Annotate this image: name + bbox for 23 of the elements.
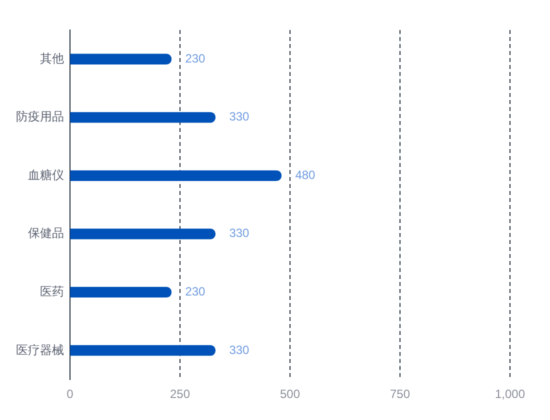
bar bbox=[70, 112, 216, 123]
y-tick-label: 血糖仪 bbox=[28, 168, 64, 182]
y-tick-label: 防疫用品 bbox=[16, 110, 64, 124]
data-label: 330 bbox=[229, 342, 250, 357]
x-tick-label: 1,000 bbox=[494, 387, 526, 402]
x-tick-label: 250 bbox=[170, 387, 190, 402]
bar bbox=[70, 228, 216, 240]
bar bbox=[70, 170, 282, 181]
data-label: 230 bbox=[185, 51, 206, 66]
bar bbox=[70, 345, 216, 356]
data-label: 480 bbox=[295, 168, 316, 182]
y-tick-label: 保健品 bbox=[28, 226, 64, 240]
y-tick-label: 其他 bbox=[40, 51, 64, 66]
y-tick-label: 医药 bbox=[40, 284, 64, 299]
bar bbox=[70, 286, 172, 298]
data-label: 330 bbox=[229, 226, 250, 240]
y-tick-label: 医疗器械 bbox=[16, 342, 64, 357]
data-label: 330 bbox=[229, 110, 250, 124]
x-tick-label: 500 bbox=[280, 387, 300, 402]
data-label: 230 bbox=[185, 284, 206, 299]
x-tick-label: 750 bbox=[390, 387, 410, 402]
x-tick-label: 0 bbox=[66, 387, 74, 402]
bar bbox=[70, 54, 172, 64]
